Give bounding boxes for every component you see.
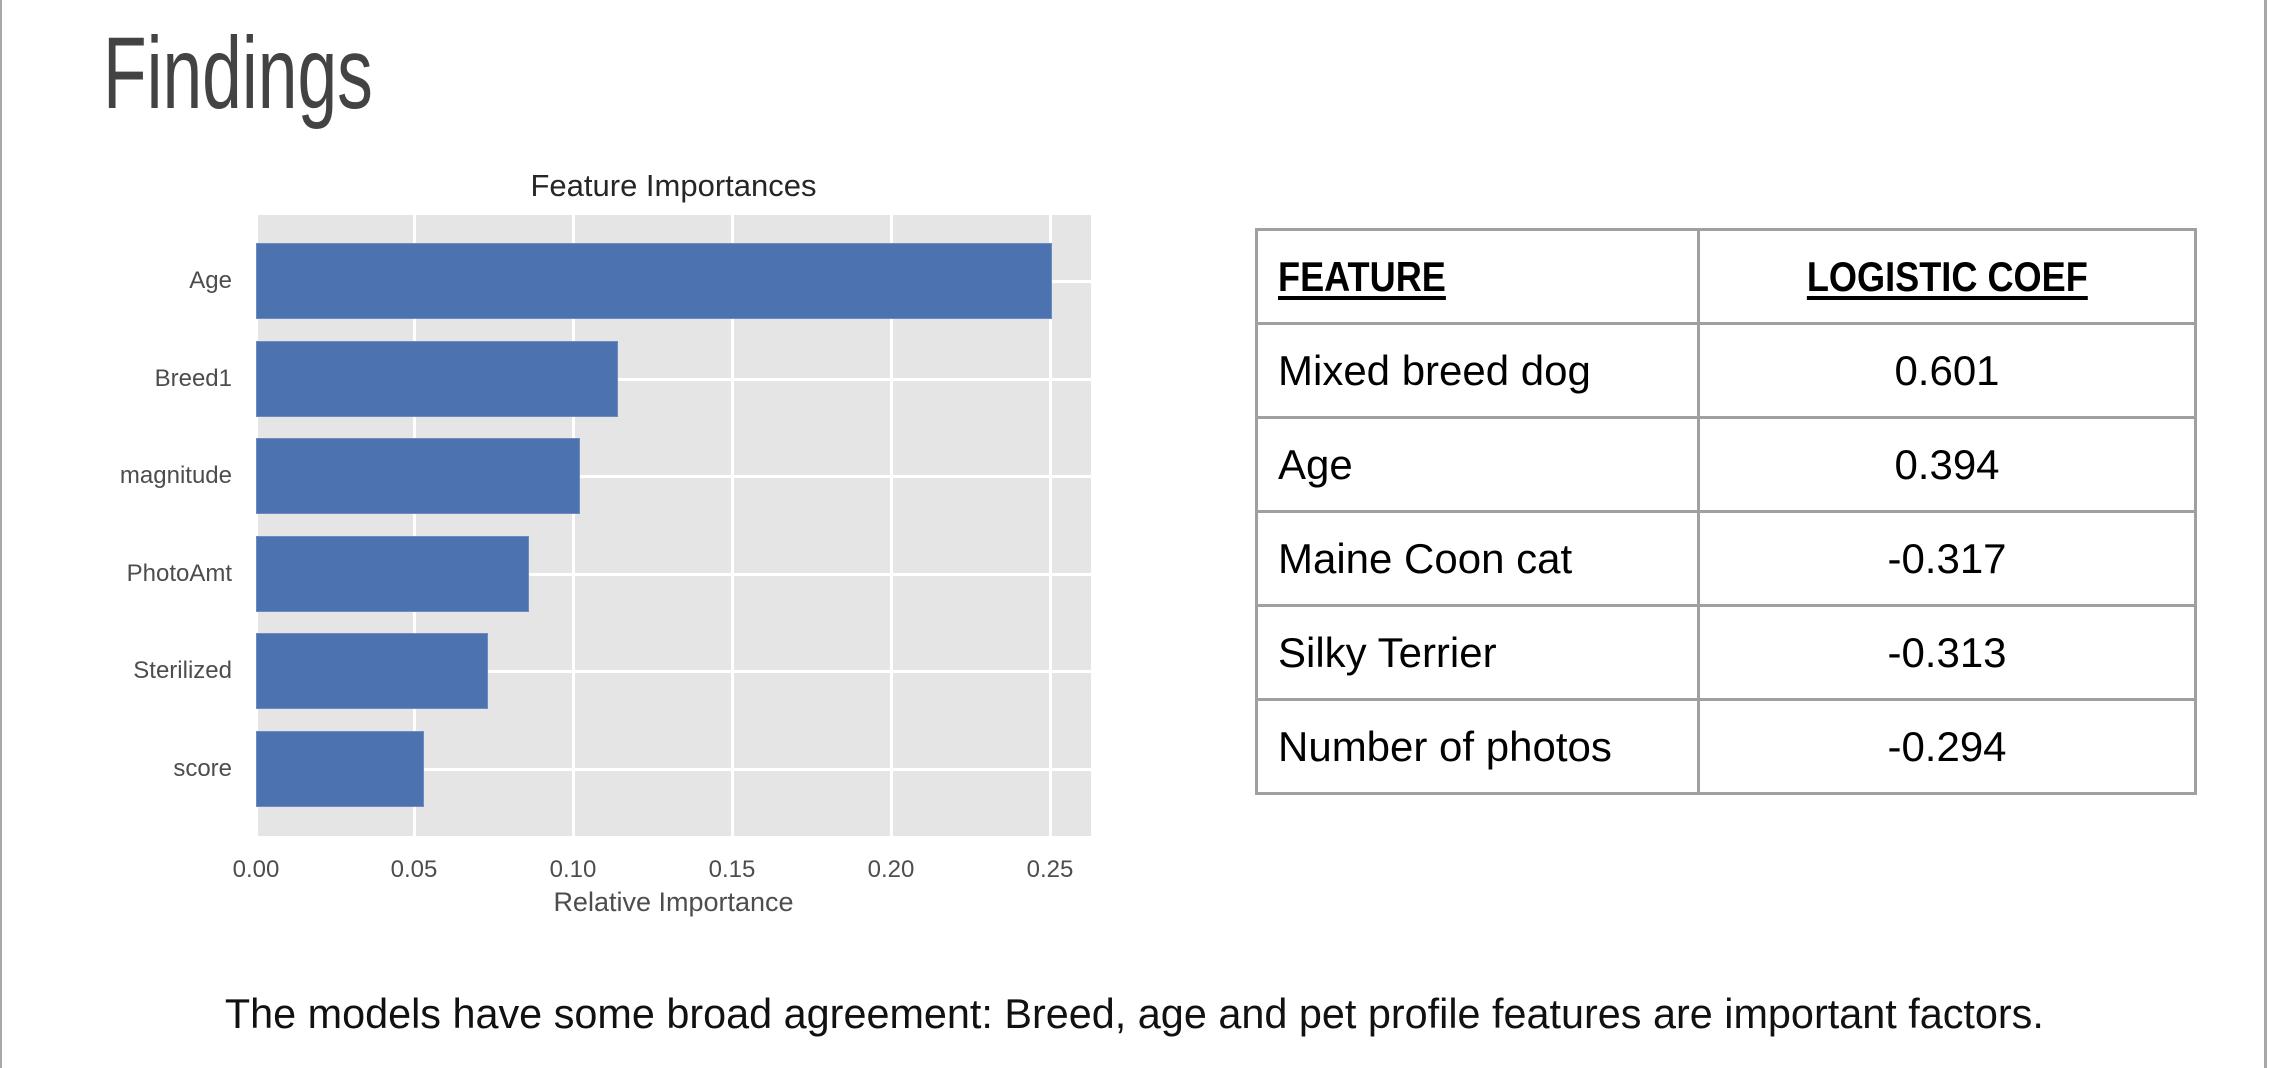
- feature-cell: Age: [1255, 416, 1700, 513]
- bar-breed1: [256, 341, 618, 417]
- gridline-x: [572, 215, 575, 836]
- feature-cell: Mixed breed dog: [1255, 322, 1700, 419]
- table-row: Number of photos -0.294: [1255, 698, 2197, 795]
- coef-cell: 0.601: [1697, 322, 2197, 419]
- table-row: Age 0.394: [1255, 416, 2197, 513]
- gridline-y: [256, 670, 1091, 673]
- feature-cell: Silky Terrier: [1255, 604, 1700, 701]
- header-logistic-coef: LOGISTIC COEF: [1806, 252, 2088, 300]
- logistic-coef-table: FEATURE LOGISTIC COEF Mixed breed dog 0.…: [1255, 228, 2197, 795]
- header-feature: FEATURE: [1278, 252, 1446, 300]
- slide-caption: The models have some broad agreement: Br…: [0, 990, 2269, 1038]
- x-tick-label: 0.20: [867, 856, 915, 883]
- table-header-row: FEATURE LOGISTIC COEF: [1255, 228, 2197, 325]
- bar-magnitude: [256, 438, 580, 514]
- table-row: Silky Terrier -0.313: [1255, 604, 2197, 701]
- table-row: Mixed breed dog 0.601: [1255, 322, 2197, 419]
- gridline-x: [413, 215, 416, 836]
- coef-cell: -0.317: [1697, 510, 2197, 607]
- coef-cell: 0.394: [1697, 416, 2197, 513]
- gridline-y: [256, 378, 1091, 381]
- slide-border-left: [0, 0, 2, 1068]
- gridline-y: [256, 475, 1091, 478]
- y-tick-label: Breed1: [154, 365, 232, 392]
- feature-cell: Maine Coon cat: [1255, 510, 1700, 607]
- table-row: Maine Coon cat -0.317: [1255, 510, 2197, 607]
- slide-title: Findings: [103, 16, 373, 130]
- x-tick-label: 0.25: [1026, 856, 1074, 883]
- header-cell-feature: FEATURE: [1255, 228, 1700, 325]
- feature-cell: Number of photos: [1255, 698, 1700, 795]
- x-tick-label: 0.10: [549, 856, 597, 883]
- y-tick-label: Sterilized: [133, 657, 232, 684]
- y-tick-label: magnitude: [119, 462, 232, 489]
- gridline-y: [256, 573, 1091, 576]
- chart-title: Feature Importances: [530, 168, 817, 203]
- y-tick-label: Age: [189, 267, 232, 294]
- coef-cell: -0.294: [1697, 698, 2197, 795]
- caption-text: The models have some broad agreement: Br…: [224, 990, 2045, 1037]
- header-cell-coef: LOGISTIC COEF: [1697, 228, 2197, 325]
- y-tick-label: score: [173, 755, 232, 782]
- slide-border-right: [2264, 0, 2267, 1068]
- chart-plot-area: [256, 215, 1091, 836]
- x-tick-label: 0.05: [390, 856, 438, 883]
- bar-score: [256, 731, 425, 807]
- y-tick-label: PhotoAmt: [126, 560, 232, 587]
- x-tick-label: 0.15: [708, 856, 756, 883]
- bar-sterilized: [256, 633, 488, 709]
- bar-photoamt: [256, 536, 529, 612]
- gridline-x: [1049, 215, 1052, 836]
- gridline-y: [256, 768, 1091, 771]
- gridline-x: [731, 215, 734, 836]
- bar-age: [256, 243, 1053, 319]
- coef-cell: -0.313: [1697, 604, 2197, 701]
- gridline-x: [890, 215, 893, 836]
- gridline-x: [256, 215, 258, 836]
- x-axis-label: Relative Importance: [553, 887, 794, 917]
- x-tick-label: 0.00: [232, 856, 280, 883]
